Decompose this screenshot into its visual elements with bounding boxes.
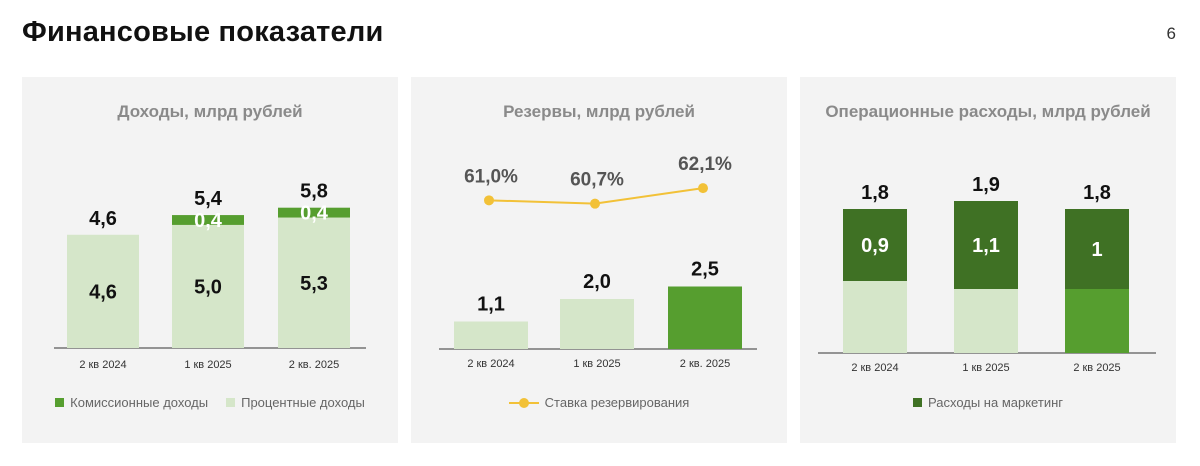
segment-value-label: 0,9 bbox=[861, 235, 889, 257]
x-tick-label: 1 кв 2025 bbox=[962, 362, 1009, 374]
x-tick-label: 2 кв 2024 bbox=[79, 359, 126, 371]
legend-label-interest: Процентные доходы bbox=[241, 395, 365, 410]
segment-value-label: 1,1 bbox=[972, 235, 1000, 257]
x-tick-label: 1 кв 2025 bbox=[573, 358, 620, 370]
x-tick-label: 2 кв 2025 bbox=[1073, 362, 1120, 374]
x-tick-label: 2 кв. 2025 bbox=[289, 359, 339, 371]
reserve-rate-label: 61,0% bbox=[464, 166, 518, 187]
opex-legend: Расходы на маркетинг bbox=[800, 395, 1176, 410]
legend-swatch-marketing bbox=[913, 398, 922, 407]
income-panel: Доходы, млрд рублей 4,6 4,6 2 кв 2024 5,0 0,… bbox=[22, 77, 398, 443]
bar-segment-commission bbox=[172, 215, 244, 225]
segment-value-label: 0,4 bbox=[194, 210, 223, 232]
opex-panel: Операционные расходы, млрд рублей 0,9 1,8… bbox=[800, 77, 1176, 443]
x-tick-label: 2 кв. 2025 bbox=[680, 358, 730, 370]
page-number: 6 bbox=[1166, 24, 1176, 43]
bar-segment-interest bbox=[278, 217, 350, 348]
bar-segment-other-expenses bbox=[843, 281, 907, 353]
segment-value-label: 0,4 bbox=[300, 203, 329, 225]
x-tick-label: 1 кв 2025 bbox=[184, 359, 231, 371]
reserves-panel: Резервы, млрд рублей 1,1 2 кв 2024 2,0 1 кв… bbox=[411, 77, 787, 443]
bar-total-label: 5,8 bbox=[300, 181, 328, 203]
x-tick-label: 2 кв 2024 bbox=[851, 362, 898, 374]
reserves-chart: 1,1 2 кв 2024 2,0 1 кв 2025 2,5 2 кв. 2025 61,… bbox=[439, 154, 757, 370]
bar-segment-interest bbox=[67, 234, 139, 348]
legend-item-interest: Процентные доходы bbox=[226, 395, 365, 410]
reserve-rate-point bbox=[484, 195, 494, 206]
bar-value-label: 1,1 bbox=[477, 294, 505, 316]
bar-value-label: 2,0 bbox=[583, 271, 611, 293]
reserve-rate-label: 60,7% bbox=[570, 170, 624, 191]
legend-label-commission: Комиссионные доходы bbox=[70, 395, 209, 410]
reserve-rate-point bbox=[698, 183, 708, 194]
segment-value-label: 1 bbox=[1091, 239, 1102, 261]
reserve-rate-label: 62,1% bbox=[678, 154, 732, 175]
bar-reserves bbox=[454, 321, 528, 349]
bar-segment-marketing bbox=[843, 209, 907, 281]
segment-value-label: 5,0 bbox=[194, 276, 222, 298]
opex-chart-title: Операционные расходы, млрд рублей bbox=[825, 102, 1151, 121]
bar-segment-other-expenses bbox=[1065, 289, 1129, 353]
page-title: Финансовые показатели bbox=[22, 16, 384, 48]
legend-line-swatch bbox=[508, 397, 539, 408]
legend-label-reserve-rate: Ставка резервирования bbox=[544, 395, 690, 410]
bar-reserves bbox=[668, 286, 742, 349]
reserves-chart-title: Резервы, млрд рублей bbox=[503, 102, 695, 121]
bar-total-label: 1,9 bbox=[972, 174, 1000, 196]
bar-segment-marketing bbox=[954, 201, 1018, 289]
income-legend: Комиссионные доходы Процентные доходы bbox=[22, 395, 398, 410]
reserve-rate-point bbox=[590, 198, 600, 209]
bar-segment-commission bbox=[278, 207, 350, 218]
bar-total-label: 5,4 bbox=[194, 188, 223, 210]
legend-label-marketing: Расходы на маркетинг bbox=[928, 395, 1063, 410]
legend-swatch-commission bbox=[55, 398, 65, 407]
segment-value-label: 5,3 bbox=[300, 273, 328, 295]
bar-segment-interest bbox=[172, 224, 244, 348]
opex-chart: 0,9 1,8 2 кв 2024 1,1 1,9 1 кв 2025 1 1,8 2 кв 2… bbox=[818, 174, 1156, 374]
legend-item-marketing: Расходы на маркетинг bbox=[913, 395, 1063, 410]
segment-value-label: 4,6 bbox=[89, 281, 117, 303]
bar-segment-marketing bbox=[1065, 209, 1129, 289]
bar-value-label: 2,5 bbox=[691, 259, 719, 281]
legend-item-commission: Комиссионные доходы bbox=[55, 395, 208, 410]
bar-total-label: 4,6 bbox=[89, 208, 117, 230]
legend-item-reserve-rate: Ставка резервирования bbox=[508, 395, 690, 410]
income-chart-title: Доходы, млрд рублей bbox=[117, 102, 303, 121]
legend-swatch-interest bbox=[226, 398, 236, 407]
bar-total-label: 1,8 bbox=[1083, 182, 1111, 204]
reserves-legend: Ставка резервирования bbox=[411, 395, 787, 410]
bar-reserves bbox=[560, 299, 634, 349]
bar-total-label: 1,8 bbox=[861, 182, 889, 204]
x-tick-label: 2 кв 2024 bbox=[467, 358, 514, 370]
bar-segment-other-expenses bbox=[954, 289, 1018, 353]
